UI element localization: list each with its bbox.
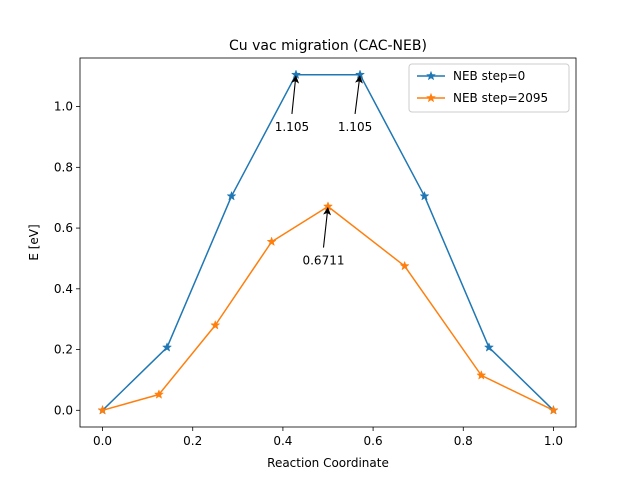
annotation-arrow [322,206,332,248]
data-point-star [476,370,487,380]
data-point-star [399,260,410,271]
data-point-star [266,236,277,247]
data-point-star [97,404,108,415]
legend-label: NEB step=0 [453,69,525,83]
x-tick-label: 0.8 [454,434,473,448]
legend-box [408,63,570,113]
y-tick-label: 0.4 [54,282,73,296]
legend-marker-star [425,92,437,103]
y-tick-label: 0.6 [54,221,73,235]
annotation-label: 0.6711 [302,254,344,268]
data-point-star [161,342,173,352]
x-tick-label: 0.0 [93,434,112,448]
y-tick-label: 1.0 [54,100,73,114]
legend-entry: NEB step=0 [417,69,525,83]
x-axis-label: Reaction Coordinate [267,456,389,470]
annotation: 1.105 [338,75,372,134]
data-point-star [226,190,237,201]
data-point-star [210,319,221,330]
annotation-label: 1.105 [338,120,372,134]
y-tick-label: 0.2 [54,343,73,357]
data-point-star [483,342,495,352]
annotation: 1.105 [275,75,309,134]
plot-area: 1.105 1.105 0.6711 [97,69,559,415]
series-line [102,205,554,412]
plot-frame [79,57,577,428]
legend-entry: NEB step=2095 [417,91,548,105]
annotation-label: 1.105 [275,120,309,134]
axes: 0.0 0.2 0.4 0.6 0.8 1.0 0.0 0.2 0.4 0.6 0.8 1.0 [54,100,563,448]
legend-label: NEB step=2095 [453,91,548,105]
y-axis-label: E [eV] [27,224,41,260]
annotation-arrow [354,75,363,114]
x-tick-label: 0.6 [364,434,383,448]
annotation: 0.6711 [302,206,344,268]
data-point-star [419,190,430,201]
x-tick-label: 1.0 [544,434,563,448]
legend-marker-star [425,70,437,81]
chart-title: Cu vac migration (CAC-NEB) [229,38,427,54]
data-point-star [548,404,559,415]
annotation-arrow [291,75,300,114]
legend: NEB step=0 NEB step=2095 [408,63,570,113]
x-tick-label: 0.4 [273,434,292,448]
x-tick-label: 0.2 [183,434,202,448]
data-point-star [153,389,164,399]
y-tick-label: 0.0 [54,403,73,417]
y-tick-label: 0.8 [54,160,73,174]
series-line [102,73,554,411]
